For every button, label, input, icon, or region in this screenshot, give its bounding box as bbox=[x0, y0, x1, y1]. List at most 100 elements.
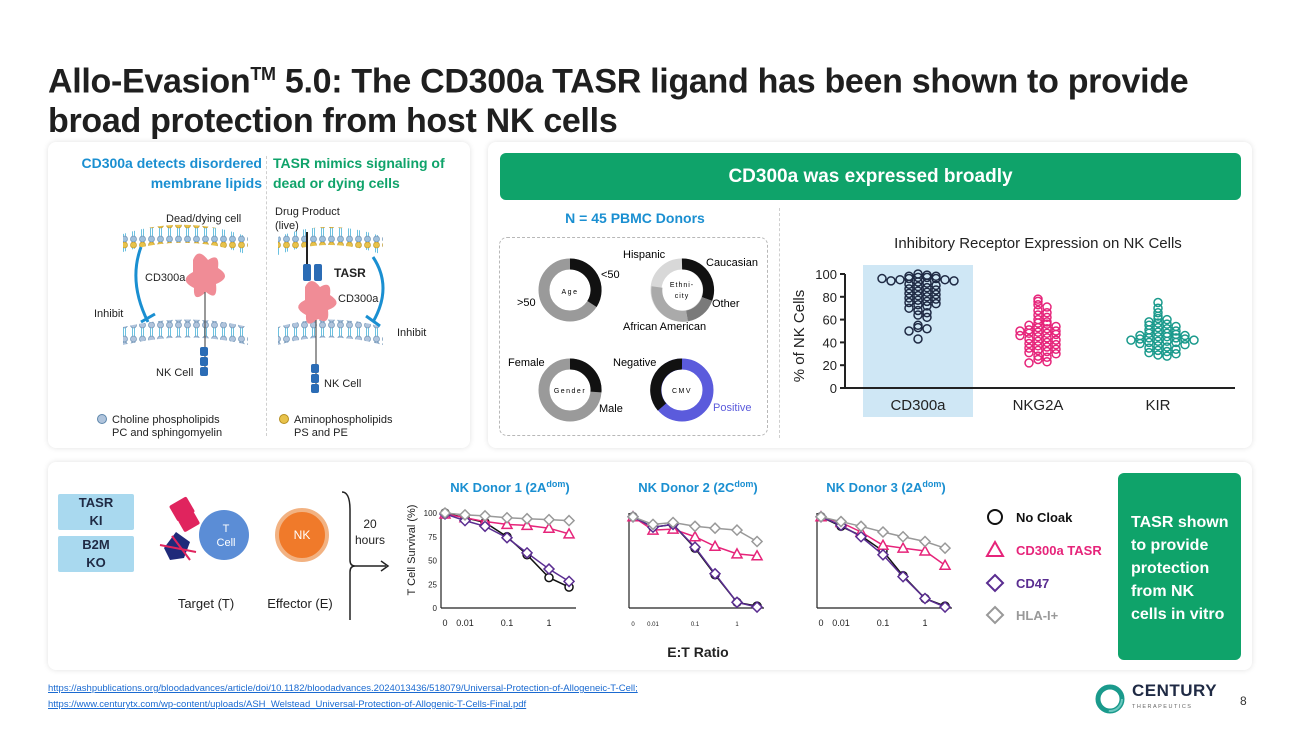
scatter-point bbox=[1171, 337, 1181, 348]
scatter-point bbox=[1180, 334, 1190, 344]
scatter-point bbox=[922, 312, 932, 323]
scatter-point bbox=[1153, 327, 1163, 337]
century-logo-icon bbox=[1095, 684, 1125, 714]
scatter-point bbox=[1024, 347, 1034, 358]
scatter-point bbox=[1135, 334, 1145, 344]
legend-cd300a-tasr: CD300a TASR bbox=[1016, 543, 1102, 558]
scatter-point bbox=[922, 292, 932, 302]
killing-chart-title: NK Donor 2 (2Cdom) bbox=[638, 479, 757, 495]
scatter-point bbox=[1153, 341, 1163, 351]
scatter-point bbox=[1162, 319, 1172, 329]
inhibit-label-right: Inhibit bbox=[397, 327, 426, 339]
page-title: Allo-EvasionTM 5.0: The CD300a TASR liga… bbox=[48, 62, 1189, 141]
gender-male: Male bbox=[599, 403, 623, 415]
scatter-point bbox=[1033, 336, 1043, 347]
scatter-point bbox=[1033, 300, 1043, 310]
nk-effector-icon bbox=[275, 508, 329, 562]
killing-ylabel: T Cell Survival (%) bbox=[406, 505, 418, 596]
killing-data-point bbox=[542, 513, 556, 526]
legend-cd47: CD47 bbox=[1016, 576, 1049, 591]
scatter-point bbox=[940, 274, 950, 285]
scatter-point bbox=[913, 290, 923, 301]
killing-data-point bbox=[750, 535, 764, 548]
cd300a-label: CD300a bbox=[145, 272, 186, 284]
nk-cell-label-left: NK Cell bbox=[156, 367, 193, 379]
donut-cmv-label: CMV bbox=[672, 388, 692, 395]
scatter-ylabel: % of NK Cells bbox=[791, 290, 808, 383]
reference-link-ash[interactable]: https://ashpublications.org/bloodadvance… bbox=[48, 683, 638, 694]
scatter-point bbox=[1144, 328, 1154, 339]
killing-data-point bbox=[918, 535, 932, 548]
inhibit-arrow bbox=[134, 246, 150, 323]
killing-data-point bbox=[938, 542, 952, 555]
legend-amino: Aminophospholipids bbox=[294, 414, 393, 426]
donor-donuts: Age <50 >50 Ethni- city Hispanic Caucasi… bbox=[508, 249, 758, 422]
killing-data-point bbox=[562, 514, 576, 527]
killing-data-point bbox=[500, 531, 514, 544]
killing-assay-charts: T Cell Survival (%) E:T Ratio NK Donor 1… bbox=[406, 479, 952, 660]
scatter-point bbox=[1144, 343, 1154, 353]
scatter-point bbox=[922, 323, 932, 334]
killing-ytick-label: 25 bbox=[428, 580, 437, 589]
scatter-point bbox=[904, 288, 914, 299]
scatter-point bbox=[1189, 335, 1199, 345]
scatter-point bbox=[904, 297, 914, 308]
scatter-point bbox=[1051, 349, 1061, 359]
reference-link-century[interactable]: https://www.centurytx.com/wp-content/upl… bbox=[48, 699, 527, 710]
killing-data-point bbox=[750, 600, 764, 614]
legend-ps: PS and PE bbox=[294, 427, 348, 439]
age-under-50: <50 bbox=[601, 269, 620, 281]
killing-xtick-label: 0.01 bbox=[647, 622, 659, 628]
killing-xtick-label: 0.01 bbox=[456, 618, 474, 628]
scatter-point bbox=[1024, 343, 1034, 353]
tasr-conclusion-box: TASR shown to provide protection from NK… bbox=[1118, 473, 1241, 660]
killing-data-point bbox=[876, 548, 890, 561]
scatter-point bbox=[1033, 327, 1043, 337]
legend-marker-tasr bbox=[985, 539, 1005, 557]
scatter-ytick-label: 20 bbox=[823, 358, 837, 373]
legend-marker-cd47 bbox=[985, 573, 1005, 593]
scatter-point bbox=[1135, 338, 1145, 349]
drug-product-label: Drug Product bbox=[275, 206, 340, 218]
et-ratio-label: E:T Ratio bbox=[667, 644, 728, 660]
killing-data-point bbox=[438, 506, 452, 520]
scatter-point bbox=[931, 294, 941, 304]
nk-label: NK bbox=[294, 528, 311, 542]
killing-data-point bbox=[708, 567, 722, 580]
donut-age-label: Age bbox=[562, 289, 579, 296]
scatter-point bbox=[1153, 336, 1163, 347]
cd300a-receptor bbox=[185, 253, 226, 298]
scatter-point bbox=[904, 279, 914, 290]
scatter-point bbox=[1042, 319, 1052, 329]
scatter-point bbox=[1042, 308, 1052, 318]
scatter-point bbox=[1144, 337, 1154, 348]
mechanism-diagram: Dead/dying cell CD300a Inhibit NK Cell D… bbox=[94, 206, 426, 439]
scatter-point bbox=[1051, 326, 1061, 336]
killing-xtick-label: 0.1 bbox=[501, 618, 514, 628]
killing-legend: No Cloak CD300a TASR CD47 HLA-I+ bbox=[985, 509, 1102, 625]
donors-title: N = 45 PBMC Donors bbox=[565, 210, 705, 226]
scatter-point bbox=[913, 272, 923, 283]
killing-xtick-label: 0 bbox=[818, 618, 823, 628]
scatter-point bbox=[1162, 336, 1172, 347]
tag-tasr-ki: TASR KI bbox=[58, 494, 134, 530]
killing-data-point bbox=[896, 541, 910, 553]
legend-choline: Choline phospholipids bbox=[112, 414, 220, 426]
divider bbox=[266, 156, 267, 436]
scatter-point bbox=[1153, 318, 1163, 328]
scatter-point bbox=[1024, 338, 1034, 349]
scatter-category-label: NKG2A bbox=[1013, 397, 1064, 414]
scatter-point bbox=[1033, 305, 1043, 316]
killing-data-point bbox=[750, 549, 764, 561]
scatter-point bbox=[1042, 323, 1052, 334]
scatter-point bbox=[922, 272, 932, 283]
killing-data-point bbox=[542, 521, 556, 533]
scatter-point bbox=[1024, 328, 1034, 339]
scatter-point bbox=[1153, 313, 1163, 324]
scatter-point bbox=[877, 273, 887, 284]
cmv-negative: Negative bbox=[613, 357, 656, 369]
scatter-point bbox=[931, 271, 941, 282]
age-over-50: >50 bbox=[517, 297, 536, 309]
killing-data-point bbox=[626, 510, 640, 523]
ethnicity-hispanic: Hispanic bbox=[623, 249, 666, 261]
